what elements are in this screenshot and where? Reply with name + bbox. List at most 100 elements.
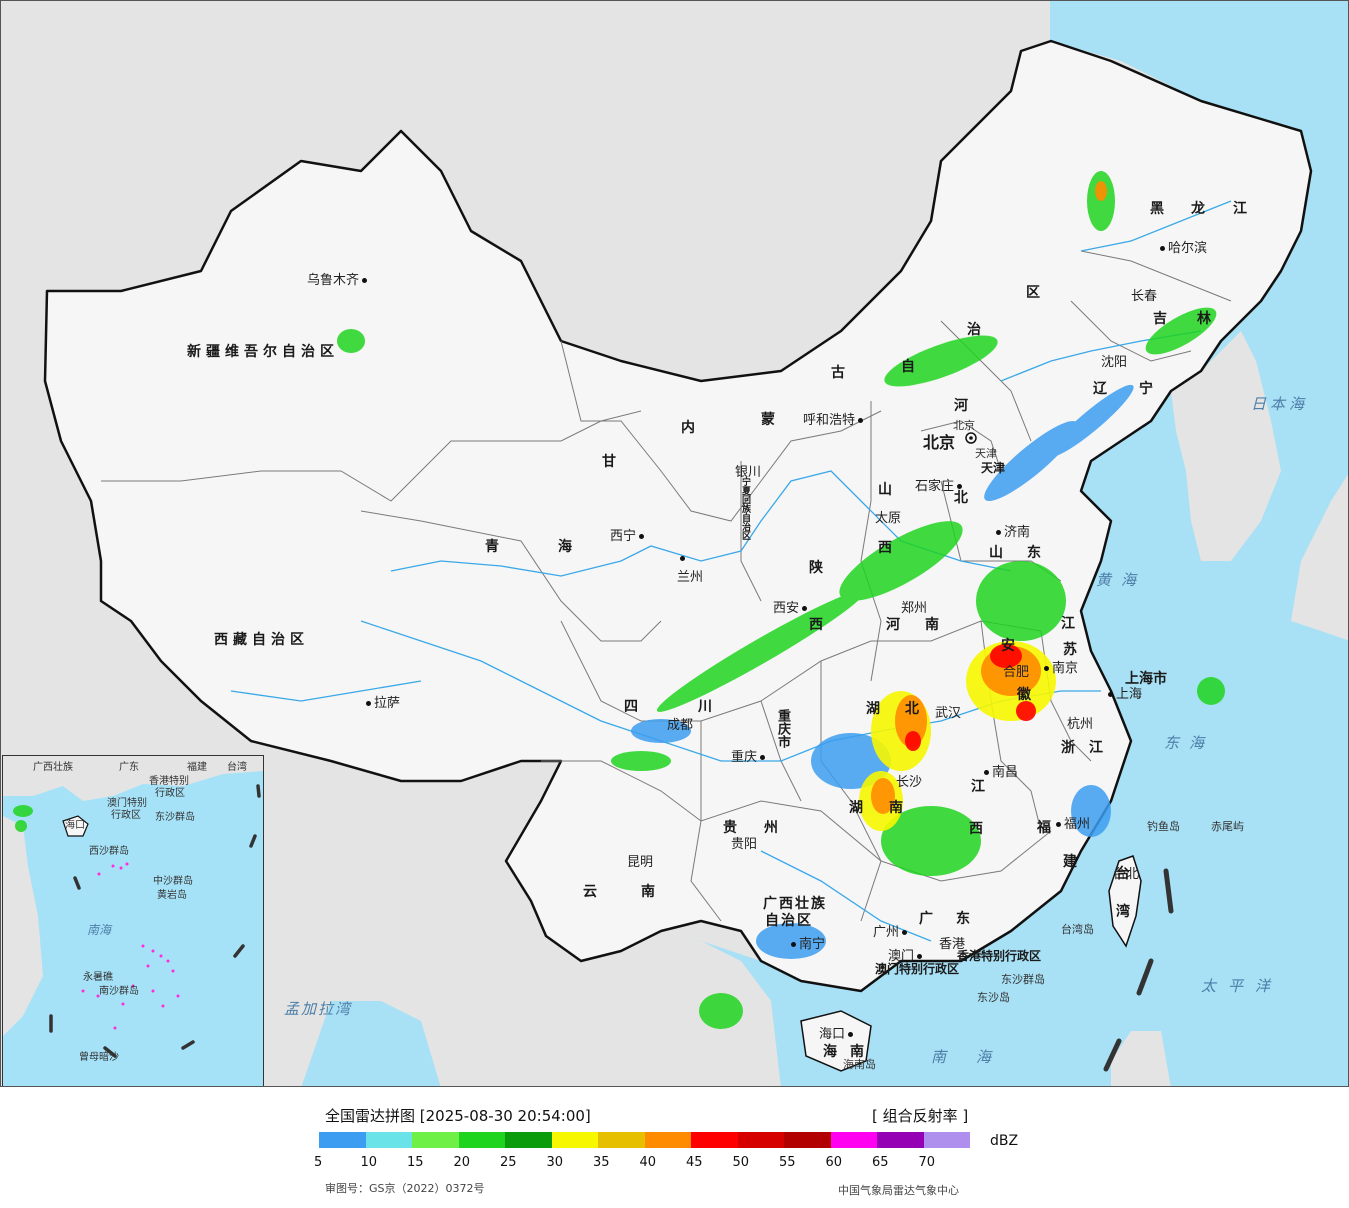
province-label: 南 [850, 1044, 864, 1060]
inset-label: 中沙群岛 [153, 876, 193, 887]
province-label: 湾 [1116, 904, 1130, 920]
city-label: 西宁 [610, 525, 647, 544]
dash-lines [1103, 868, 1174, 1072]
province-label: 海 [823, 1044, 837, 1060]
color-swatch [412, 1132, 459, 1148]
city-label: 成都 [667, 718, 694, 733]
scale-tick: 60 [825, 1155, 843, 1170]
color-swatch [551, 1132, 598, 1148]
province-label: 河 [886, 617, 900, 633]
province-label: 治 [967, 322, 981, 338]
inset-label: 广西壮族 [33, 762, 73, 773]
city-label: 乌鲁木齐 [307, 269, 370, 288]
scale-tick: 35 [593, 1155, 610, 1170]
city-label: 北京 [953, 419, 975, 432]
province-label: 西藏自治区 [214, 632, 309, 648]
province-label: 川 [698, 699, 712, 715]
province-label: 自治区 [765, 913, 813, 929]
province-label: 云 [583, 884, 597, 900]
province-label: 辽 [1093, 381, 1107, 397]
inset-label: 行政区 [155, 788, 185, 799]
city-label: 重庆 [731, 746, 768, 765]
island-label: 海南岛 [843, 1058, 876, 1071]
province-label: 山 [878, 482, 892, 498]
province-label: 河 [954, 398, 968, 414]
city-label: 郑州 [901, 601, 928, 616]
province-label: 西 [809, 617, 823, 633]
korea-land [1171, 331, 1281, 561]
province-label: 龙 [1191, 201, 1205, 217]
island-label: 台湾岛 [1061, 923, 1094, 936]
sea-label: 太平洋 [1201, 977, 1283, 995]
japan-land [1291, 474, 1348, 641]
seasia-land [261, 881, 781, 1086]
map-canvas [43, 1, 1348, 1086]
province-label: 自 [901, 359, 915, 375]
scale-tick: 10 [360, 1155, 378, 1170]
scale-tick: 65 [872, 1155, 889, 1170]
province-label: 蒙 [761, 412, 775, 428]
province-label: 广西壮族 [763, 896, 827, 912]
legend-title: 全国雷达拼图 [2025-08-30 20:54:00] [325, 1107, 591, 1125]
inset-label: 黄岩岛 [157, 890, 187, 901]
color-swatch [598, 1132, 645, 1148]
scale-tick: 70 [918, 1155, 936, 1170]
city-label: 济南 [993, 521, 1030, 540]
scale-tick: 25 [500, 1155, 517, 1170]
city-label: 呼和浩特 [803, 409, 866, 428]
city-label: 南京 [1041, 657, 1078, 676]
inset-label: 曾母暗沙 [79, 1052, 119, 1063]
inset-label: 澳门特别 [107, 798, 147, 809]
inset-label: 台湾 [227, 762, 247, 773]
inset-label: 海口 [65, 820, 85, 831]
city-label: 天津 [975, 447, 997, 460]
province-label: 东 [956, 911, 970, 927]
city-label: 武汉 [935, 706, 962, 721]
province-label: 吉 [1153, 311, 1167, 327]
province-label: 东 [1027, 545, 1041, 561]
color-swatch [365, 1132, 412, 1148]
scale-tick: 5 [314, 1155, 323, 1170]
inset-label: 西沙群岛 [89, 846, 129, 857]
province-label: 四 [624, 699, 638, 715]
capital-marker [965, 432, 977, 444]
province-label: 江 [1089, 740, 1103, 756]
city-label: 沈阳 [1101, 355, 1128, 370]
scale-tick: 30 [546, 1155, 564, 1170]
product-label: [ 组合反射率 ] [872, 1107, 969, 1125]
city-label: 太原 [875, 511, 902, 526]
sea-label: 日本海 [1251, 395, 1309, 413]
province-label: 上海市 [1125, 671, 1167, 687]
province-label: 江 [971, 779, 985, 795]
inset-label: 永暑礁 [83, 972, 113, 983]
island-label: 钓鱼岛 [1147, 820, 1180, 833]
agency-name: 中国气象局雷达气象中心 [838, 1184, 959, 1197]
sea-label: 南海 [931, 1048, 1022, 1066]
province-label: 西 [878, 540, 892, 556]
hainan-island [800, 1010, 872, 1072]
color-swatch [877, 1132, 924, 1148]
scale-tick: 45 [686, 1155, 703, 1170]
province-label: 香港特别行政区 [957, 949, 1042, 963]
inset-label: 东沙群岛 [155, 812, 195, 823]
province-label: 北 [905, 701, 919, 717]
province-label: 甘 [602, 454, 616, 470]
city-label: 合肥 [1003, 665, 1030, 680]
color-swatch [505, 1132, 552, 1148]
city-label: 海口 [819, 1023, 856, 1042]
inset-label: 南海 [87, 923, 112, 937]
province-label: 重庆市 [775, 709, 790, 748]
sea-label: 黄海 [1096, 571, 1147, 589]
province-label: 徽 [1017, 687, 1031, 703]
city-label: 哈尔滨 [1157, 237, 1207, 256]
province-label: 宁夏回族自治区 [740, 477, 750, 540]
province-label: 黑 [1150, 201, 1164, 217]
china-territory [43, 39, 1313, 993]
province-label: 林 [1197, 311, 1211, 327]
province-label: 州 [764, 820, 778, 836]
color-swatch [923, 1132, 970, 1148]
color-swatch [458, 1132, 505, 1148]
province-label: 海 [558, 539, 572, 555]
province-label: 建 [1063, 854, 1077, 870]
city-label: 银川 [735, 465, 762, 480]
